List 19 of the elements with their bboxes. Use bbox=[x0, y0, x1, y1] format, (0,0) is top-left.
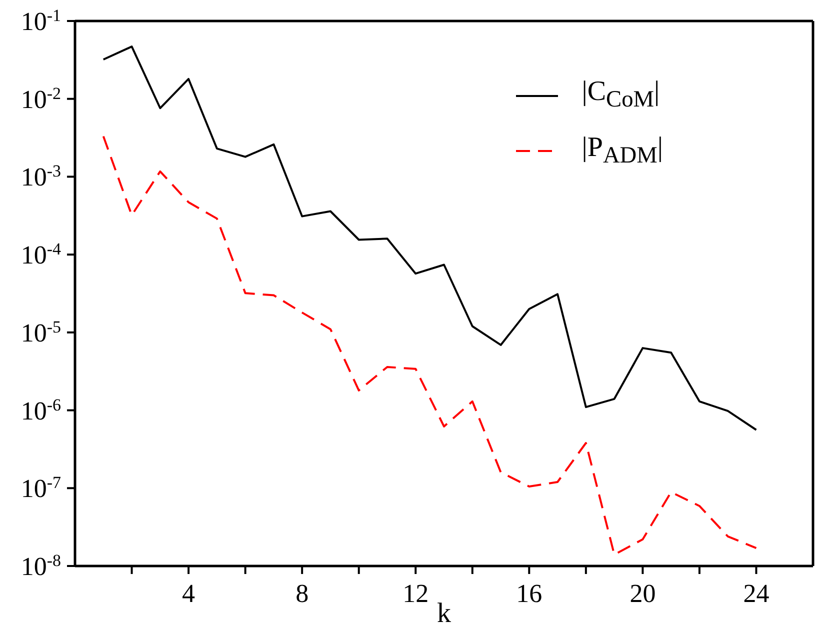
x-tick-label: 24 bbox=[743, 579, 770, 608]
legend-label: |C$_{CoM}$| bbox=[582, 75, 660, 115]
line-series bbox=[102, 46, 758, 431]
y-tick-label: 10$^{-8}$ bbox=[20, 550, 61, 581]
y-tick-label: 10$^{-4}$ bbox=[20, 239, 62, 270]
y-tick-label: 10$^{-3}$ bbox=[20, 161, 61, 192]
y-tick-label: 10$^{-5}$ bbox=[20, 316, 61, 348]
x-tick-label: 12 bbox=[402, 579, 429, 608]
x-tick-label: 4 bbox=[182, 579, 196, 608]
y-tick-label: 10$^{-6}$ bbox=[20, 394, 61, 426]
y-tick-label: 10$^{-1}$ bbox=[20, 6, 61, 36]
x-tick-label: 20 bbox=[630, 579, 656, 608]
x-tick-label: 16 bbox=[516, 579, 542, 608]
x-tick-label: 8 bbox=[296, 579, 309, 608]
legend-label: |P$_{ADM}$| bbox=[582, 130, 663, 170]
y-tick-label: 10$^{-2}$ bbox=[20, 83, 61, 114]
x-axis-title: k bbox=[437, 598, 451, 629]
line-series bbox=[102, 135, 758, 556]
y-tick-label: 10$^{-7}$ bbox=[20, 472, 62, 504]
